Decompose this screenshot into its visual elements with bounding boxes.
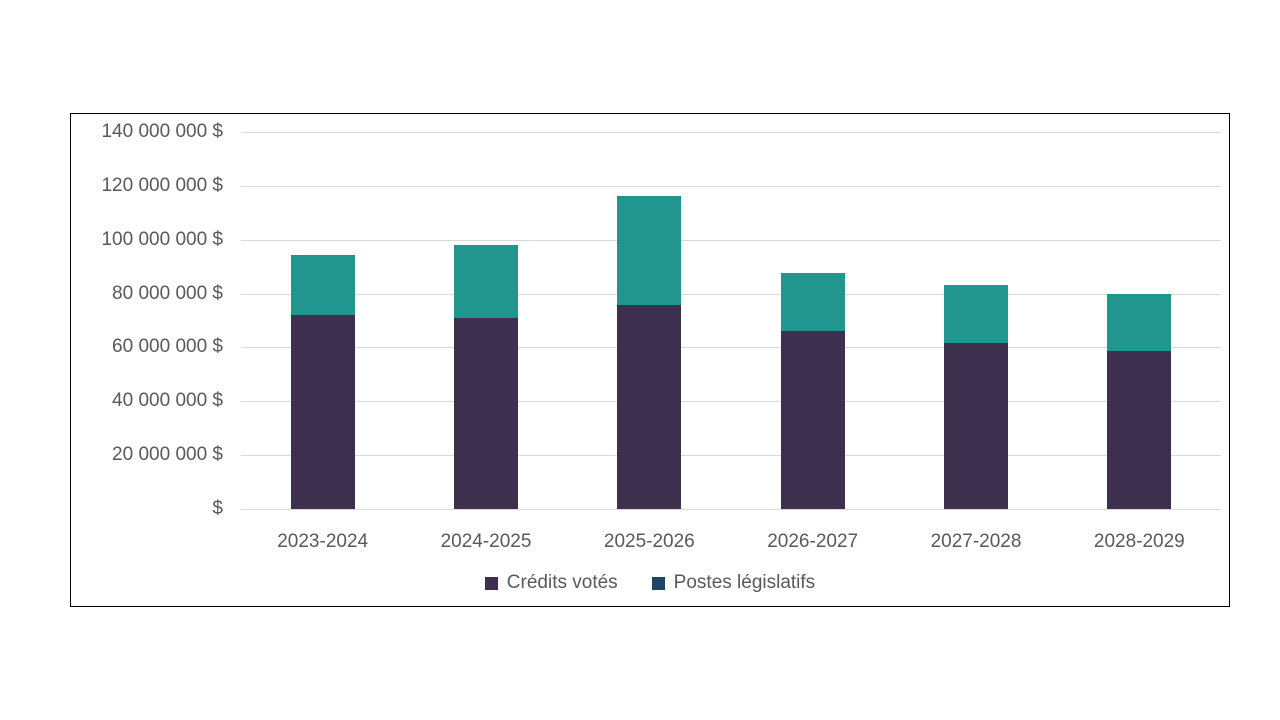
- bar-2024-2025: [454, 132, 518, 509]
- bar-segment-credits-votes: [1107, 350, 1172, 509]
- bar-segment-credits-votes: [780, 331, 845, 509]
- gridline: [241, 185, 1221, 187]
- x-axis-tick-label: 2028-2029: [1093, 531, 1185, 552]
- legend-label-credits-votes: Crédits votés: [506, 572, 618, 593]
- legend-item-credits-votes: Crédits votés: [484, 572, 618, 594]
- chart-legend: Crédits votés Postes législatifs: [71, 572, 1229, 594]
- x-axis-tick-label: 2027-2028: [930, 531, 1022, 552]
- y-axis-tick-label: 120 000 000 $: [101, 174, 223, 196]
- y-axis-tick-label: 20 000 000 $: [112, 444, 223, 466]
- bar-segment-postes-legislatifs: [944, 284, 1008, 343]
- gridline: [241, 455, 1221, 457]
- y-axis-tick-label: $: [212, 498, 223, 519]
- bar-segment-postes-legislatifs: [1107, 293, 1172, 351]
- y-axis-tick-label: 40 000 000 $: [112, 390, 223, 412]
- bar-segment-credits-votes: [944, 342, 1008, 509]
- y-axis-tick-label: 140 000 000 $: [101, 121, 223, 142]
- legend-label-postes-legislatifs: Postes législatifs: [673, 572, 816, 593]
- gridline: [241, 509, 1221, 510]
- y-axis-tick-label: 100 000 000 $: [101, 228, 223, 250]
- x-axis-tick-label: 2023-2024: [277, 531, 369, 552]
- bar-segment-credits-votes: [617, 304, 682, 509]
- stacked-bar-chart: $20 000 000 $ 40 000 000 $ 60 000 000 $ 80 …: [70, 113, 1230, 607]
- bar-2028-2029: [1107, 132, 1172, 509]
- bar-segment-credits-votes: [290, 314, 355, 509]
- bar-segment-credits-votes: [454, 317, 518, 509]
- y-axis-tick-label: 60 000 000 $: [112, 336, 223, 358]
- legend-item-postes-legislatifs: Postes législatifs: [651, 572, 816, 594]
- gridline: [241, 293, 1221, 295]
- bar-2027-2028: [944, 132, 1008, 509]
- gridline: [241, 401, 1221, 403]
- x-axis-tick-label: 2024-2025: [440, 531, 532, 552]
- gridline: [241, 239, 1221, 241]
- x-axis-tick-label: 2025-2026: [603, 531, 695, 552]
- bar-segment-postes-legislatifs: [290, 254, 355, 315]
- bar-segment-postes-legislatifs: [454, 244, 518, 318]
- bar-2025-2026: [617, 132, 682, 509]
- bar-segment-postes-legislatifs: [780, 272, 845, 332]
- bar-2023-2024: [290, 132, 355, 509]
- legend-swatch-credits-votes: [484, 576, 498, 590]
- plot-area: [241, 132, 1221, 510]
- bar-segment-postes-legislatifs: [617, 195, 682, 305]
- gridline: [241, 132, 1221, 133]
- bar-2026-2027: [780, 132, 845, 509]
- gridline: [241, 347, 1221, 349]
- x-axis-tick-label: 2026-2027: [767, 531, 859, 552]
- y-axis-tick-label: 80 000 000 $: [112, 282, 223, 304]
- legend-swatch-postes-legislatifs: [651, 576, 665, 590]
